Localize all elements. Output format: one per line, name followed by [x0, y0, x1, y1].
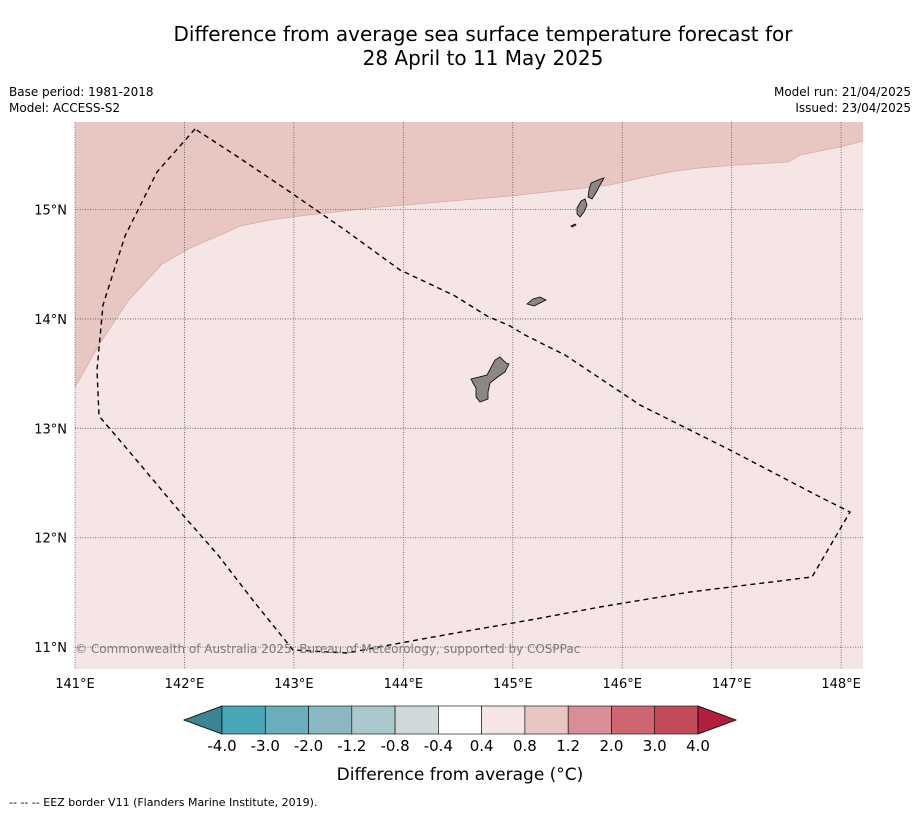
colorbar-tick: 3.0	[643, 737, 667, 755]
colorbar-tick: -3.0	[251, 737, 280, 755]
colorbar-segment	[394, 705, 439, 735]
island-saipan	[587, 177, 605, 200]
island-aguijan	[570, 223, 577, 228]
colorbar-tick: -2.0	[294, 737, 323, 755]
colorbar-label: Difference from average (°C)	[337, 765, 584, 785]
lon-tick-label: 141°E	[55, 677, 95, 692]
lon-tick-label: 147°E	[712, 677, 752, 692]
lat-tick-label: 14°N	[34, 313, 67, 328]
colorbar-tick: 0.4	[470, 737, 494, 755]
island-tinian	[576, 198, 588, 218]
colorbar-segment	[264, 705, 309, 735]
map-title: Difference from average sea surface temp…	[0, 22, 919, 70]
eez-border	[96, 128, 851, 654]
lon-tick-label: 143°E	[274, 677, 314, 692]
anomaly-band-0.8-1.2	[75, 122, 863, 387]
colorbar-tick: -1.2	[337, 737, 366, 755]
colorbar-segment	[308, 705, 353, 735]
lon-tick-label: 144°E	[384, 677, 424, 692]
colorbar-segment	[438, 705, 482, 735]
meta-right: Model run: 21/04/2025 Issued: 23/04/2025	[774, 84, 911, 116]
colorbar-segment	[524, 705, 569, 735]
colorbar-tick-labels: -4.0 -3.0 -2.0 -1.2 -0.8 -0.4 0.4 0.8 1.2 2.0 3.0 4…	[207, 737, 710, 755]
base-period: Base period: 1981-2018	[9, 85, 154, 99]
lat-tick-label: 13°N	[34, 422, 67, 437]
colorbar-segment	[481, 705, 526, 735]
issued-date: Issued: 23/04/2025	[795, 101, 911, 115]
map-area: © Commonwealth of Australia 2025, Bureau…	[74, 122, 864, 669]
colorbar	[182, 705, 738, 735]
colorbar-segment	[351, 705, 396, 735]
lat-tick-label: 12°N	[34, 532, 67, 547]
anomaly-contour	[74, 140, 864, 388]
meta-left: Base period: 1981-2018 Model: ACCESS-S2	[9, 84, 154, 116]
model-name: Model: ACCESS-S2	[9, 101, 121, 115]
longitude-labels: 141°E 142°E 143°E 144°E 145°E 146°E 147°E 148°E	[55, 677, 861, 692]
gridlines	[74, 122, 863, 669]
colorbar-tick: 1.2	[556, 737, 580, 755]
lat-tick-label: 11°N	[34, 641, 67, 656]
island-rota	[526, 296, 547, 307]
colorbar-segment	[611, 705, 656, 735]
colorbar-segment	[221, 705, 266, 735]
lat-tick-label: 15°N	[34, 204, 67, 219]
latitude-labels: 11°N 12°N 13°N 14°N 15°N	[34, 204, 67, 657]
map-title-line2: 28 April to 11 May 2025	[362, 46, 604, 70]
lon-tick-label: 142°E	[165, 677, 205, 692]
map-title-line1: Difference from average sea surface temp…	[173, 22, 793, 46]
colorbar-tick: 4.0	[686, 737, 710, 755]
colorbar-tick: 0.8	[513, 737, 537, 755]
island-guam	[470, 356, 510, 403]
lon-tick-label: 148°E	[821, 677, 861, 692]
colorbar-tick: -4.0	[207, 737, 236, 755]
colorbar-tick: -0.4	[424, 737, 453, 755]
copyright-text: © Commonwealth of Australia 2025, Bureau…	[75, 642, 580, 656]
colorbar-segment	[654, 705, 699, 735]
lon-tick-label: 145°E	[493, 677, 533, 692]
colorbar-tick: -0.8	[380, 737, 409, 755]
model-run: Model run: 21/04/2025	[773, 85, 911, 99]
eez-legend-note: -- -- -- EEZ border V11 (Flanders Marine…	[9, 796, 318, 809]
lon-tick-label: 146°E	[602, 677, 642, 692]
colorbar-segment	[567, 705, 612, 735]
colorbar-arrow-high	[697, 705, 738, 735]
colorbar-arrow-low	[182, 705, 223, 735]
colorbar-tick: 2.0	[600, 737, 624, 755]
